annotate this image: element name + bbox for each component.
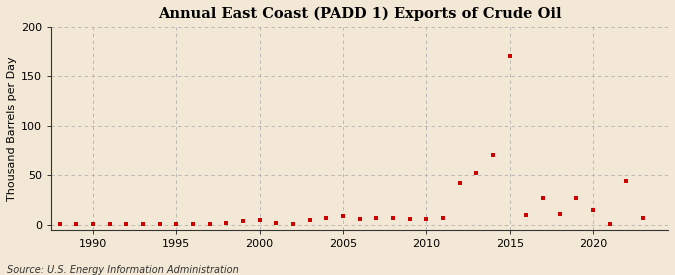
Point [154,222,165,227]
Point [354,217,365,221]
Point [554,212,565,216]
Point [88,222,99,227]
Point [71,222,82,227]
Point [288,222,298,226]
Point [471,171,482,175]
Point [537,196,548,200]
Point [271,221,281,225]
Point [621,179,632,183]
Point [588,208,599,212]
Point [138,222,148,227]
Point [421,217,432,221]
Point [104,222,115,227]
Y-axis label: Thousand Barrels per Day: Thousand Barrels per Day [7,56,17,200]
Point [321,216,331,220]
Point [521,213,532,217]
Point [387,216,398,220]
Point [487,153,498,158]
Point [504,54,515,59]
Point [338,214,348,218]
Point [205,222,215,227]
Point [254,218,265,222]
Point [571,196,582,200]
Point [404,217,415,221]
Point [188,222,198,227]
Point [454,181,465,185]
Point [371,216,382,220]
Point [604,222,615,226]
Point [638,216,649,220]
Point [221,221,232,225]
Point [437,216,448,220]
Point [304,218,315,222]
Point [121,222,132,227]
Text: Source: U.S. Energy Information Administration: Source: U.S. Energy Information Administ… [7,265,238,275]
Point [171,222,182,227]
Point [54,222,65,227]
Title: Annual East Coast (PADD 1) Exports of Crude Oil: Annual East Coast (PADD 1) Exports of Cr… [158,7,562,21]
Point [238,219,248,223]
